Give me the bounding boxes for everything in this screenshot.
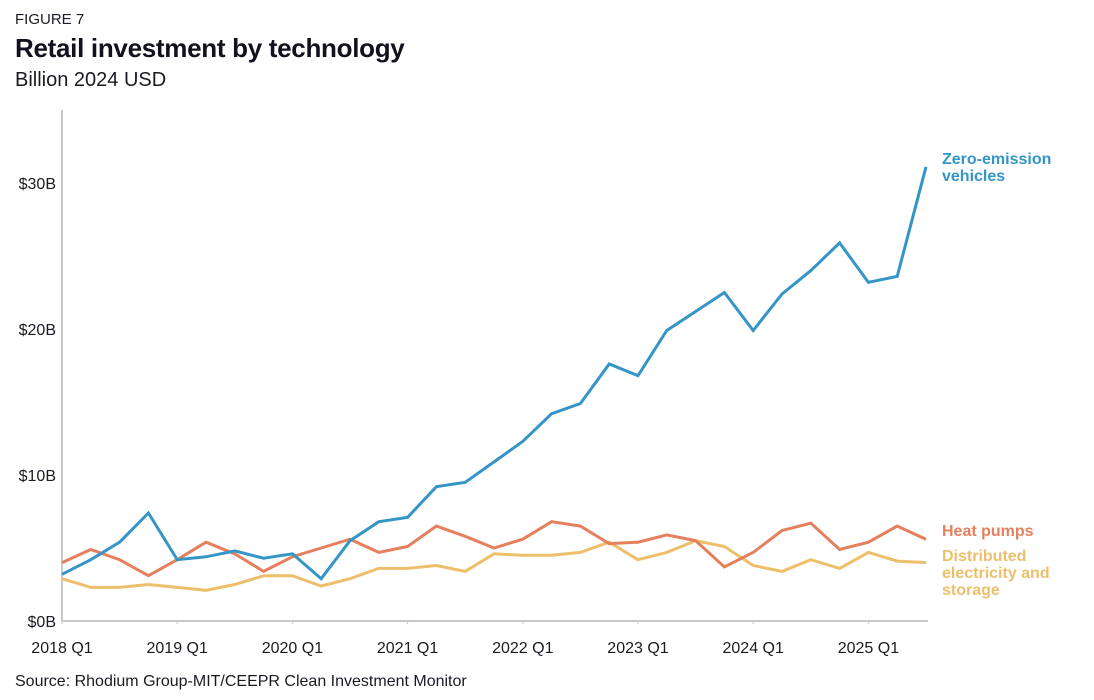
- source-note: Source: Rhodium Group-MIT/CEEPR Clean In…: [15, 673, 467, 690]
- x-tick-label: 2020 Q1: [262, 640, 323, 657]
- chart-subtitle: Billion 2024 USD: [15, 69, 167, 91]
- x-tick-label: 2019 Q1: [147, 640, 208, 657]
- legend-label-distributed-electricity-and-storage: Distributed electricity and storage: [942, 548, 1050, 599]
- series-line-distributed-electricity-and-storage: [61, 539, 927, 592]
- chart-title: Retail investment by technology: [15, 33, 405, 63]
- x-tick-label: 2023 Q1: [607, 640, 668, 657]
- x-tick-label: 2022 Q1: [492, 640, 553, 657]
- legend-label-line: Distributed: [942, 548, 1026, 565]
- y-tick-label: $0B: [28, 614, 56, 631]
- y-tick-label: $20B: [19, 322, 56, 339]
- series-line-zero-emission-vehicles: [61, 166, 928, 581]
- x-tick-label: 2021 Q1: [377, 640, 438, 657]
- x-tick-label: 2024 Q1: [723, 640, 784, 657]
- x-tick-label: 2018 Q1: [31, 640, 92, 657]
- legend-label-line: vehicles: [942, 168, 1005, 185]
- legend-label-line: electricity and: [942, 565, 1050, 582]
- x-tick-label: 2025 Q1: [838, 640, 899, 657]
- series-line-heat-pumps: [61, 520, 927, 578]
- legend-label-line: Heat pumps: [942, 523, 1034, 540]
- legend-label-line: storage: [942, 582, 1000, 599]
- series-lines: [61, 166, 928, 592]
- legend-label-zero-emission-vehicles: Zero-emission vehicles: [942, 151, 1051, 185]
- series-labels: Zero-emission vehicles Heat pumps Distribut…: [942, 151, 1051, 599]
- axes: $0B $10B $20B $30B 2018 Q1 2019 Q1 2020 Q1 2021…: [19, 110, 928, 657]
- y-tick-label: $30B: [19, 176, 56, 193]
- legend-label-heat-pumps: Heat pumps: [942, 523, 1034, 540]
- legend-label-line: Zero-emission: [942, 151, 1051, 168]
- y-tick-label: $10B: [19, 468, 56, 485]
- figure-label: FIGURE 7: [15, 11, 85, 28]
